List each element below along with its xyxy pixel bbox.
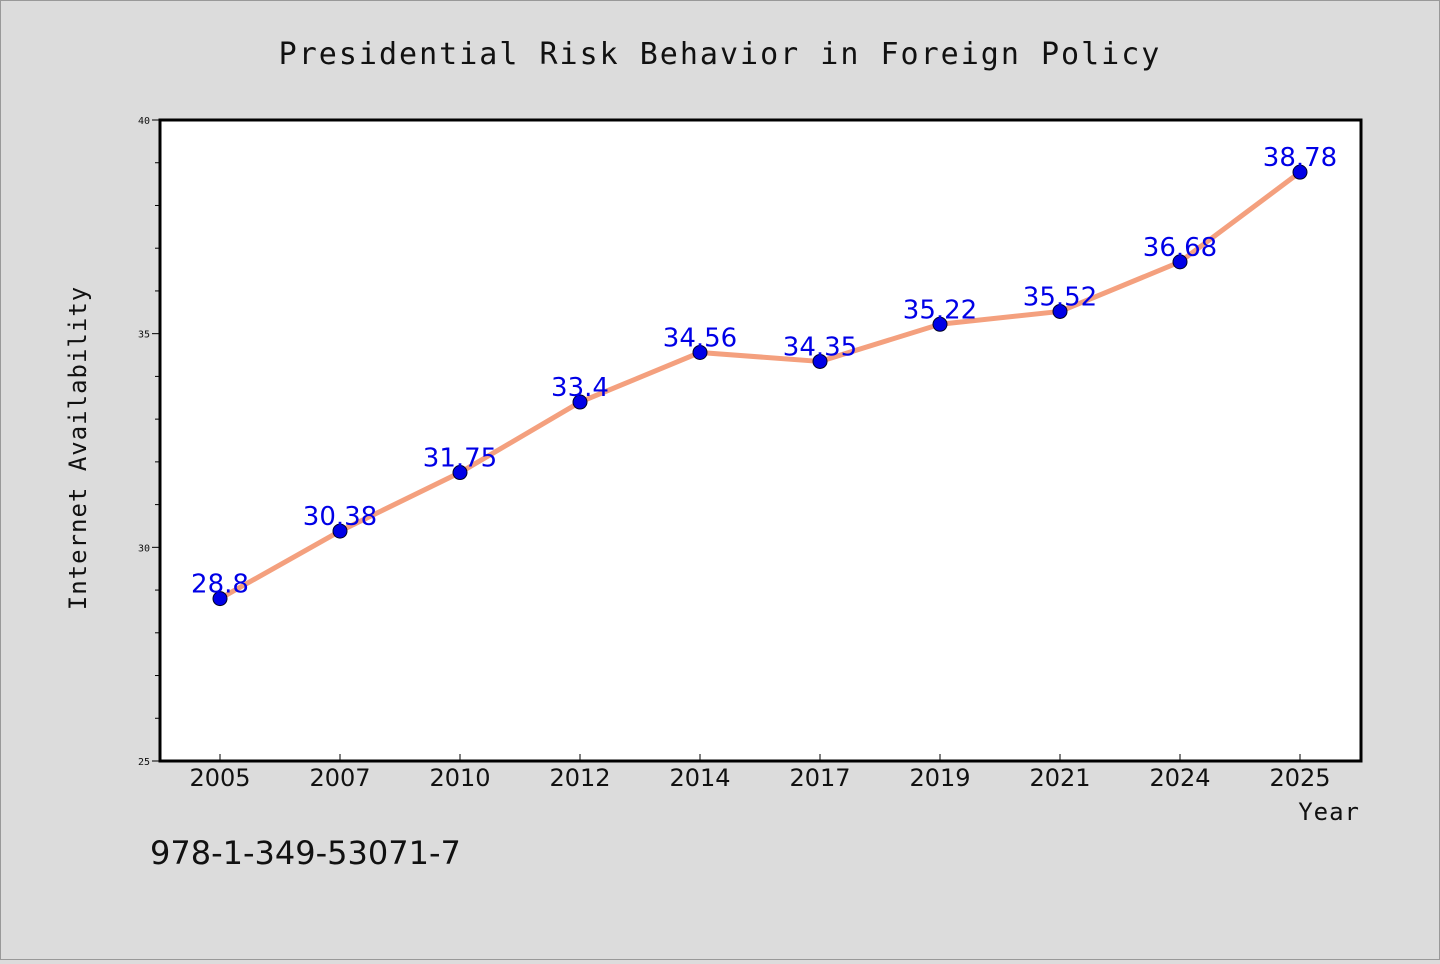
y-tick-label: 25 xyxy=(138,757,150,768)
x-tick-label: 2021 xyxy=(1029,764,1090,792)
data-point xyxy=(332,523,348,539)
data-label: 34.35 xyxy=(783,332,857,362)
data-points xyxy=(212,164,1308,607)
x-tick-label: 2014 xyxy=(669,764,730,792)
chart-title: Presidential Risk Behavior in Foreign Po… xyxy=(279,37,1162,72)
x-tick-label: 2025 xyxy=(1269,764,1330,792)
y-axis-label: Internet Availability xyxy=(64,286,92,610)
x-axis: 2005 2007 2010 2012 2014 2017 2019 2021 2024 2025 xyxy=(189,754,1331,792)
data-label: 30.38 xyxy=(303,502,377,532)
data-point xyxy=(212,591,228,607)
y-tick-label: 30 xyxy=(138,543,150,554)
data-label: 36.68 xyxy=(1143,233,1217,263)
x-tick-label: 2024 xyxy=(1149,764,1210,792)
data-label: 35.22 xyxy=(903,295,977,325)
data-label: 35.52 xyxy=(1023,282,1097,312)
x-tick-label: 2007 xyxy=(309,764,370,792)
data-point xyxy=(932,316,948,332)
data-label: 28.8 xyxy=(191,570,249,600)
x-tick-label: 2012 xyxy=(549,764,610,792)
y-tick-label: 35 xyxy=(138,330,150,341)
plot-area xyxy=(158,118,1363,763)
data-point xyxy=(1172,254,1188,270)
y-tick-label: 40 xyxy=(138,116,150,127)
data-point xyxy=(1292,164,1308,180)
data-labels: 28.8 30.38 31.75 33.4 34.56 34.35 35.22 35.52 36… xyxy=(191,143,1337,599)
x-tick-label: 2010 xyxy=(429,764,490,792)
data-point xyxy=(812,353,828,369)
data-label: 33.4 xyxy=(551,373,609,403)
x-tick-label: 2005 xyxy=(189,764,250,792)
data-point xyxy=(452,465,468,481)
x-tick-label: 2017 xyxy=(789,764,850,792)
data-point xyxy=(1052,303,1068,319)
data-point xyxy=(572,394,588,410)
isbn-footer: 978-1-349-53071-7 xyxy=(150,834,461,872)
data-point xyxy=(692,344,708,360)
data-label: 34.56 xyxy=(663,323,737,353)
series-line-group xyxy=(218,170,1302,601)
data-label: 31.75 xyxy=(423,444,497,474)
data-label: 38.78 xyxy=(1263,143,1337,173)
x-axis-label: Year xyxy=(1298,798,1360,826)
x-tick-label: 2019 xyxy=(909,764,970,792)
series-line xyxy=(218,170,1302,601)
y-axis: 25 30 35 40 xyxy=(138,116,160,768)
